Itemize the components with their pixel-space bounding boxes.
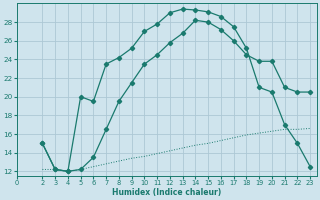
X-axis label: Humidex (Indice chaleur): Humidex (Indice chaleur) <box>112 188 221 197</box>
